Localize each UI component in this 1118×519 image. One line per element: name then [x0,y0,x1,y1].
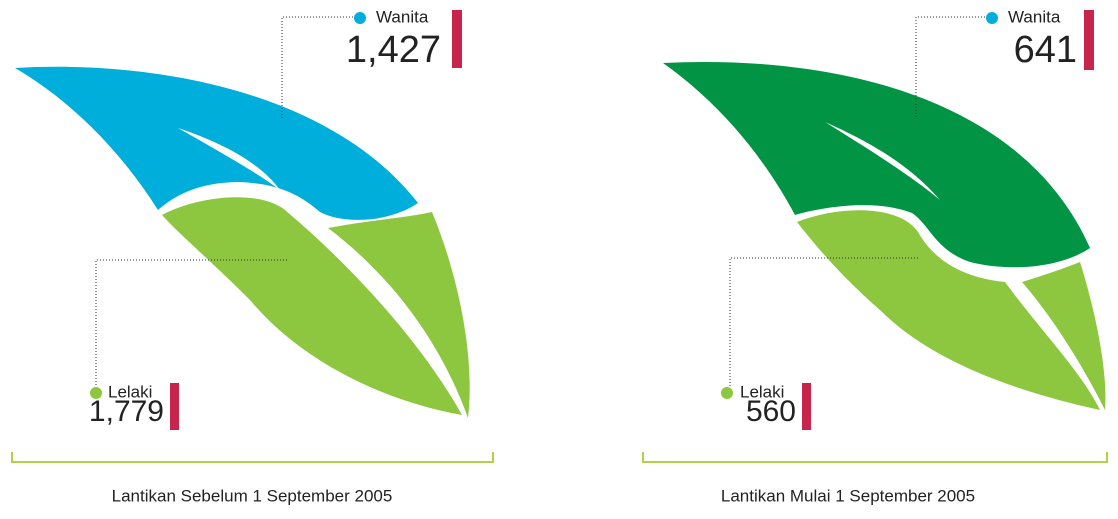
male-label: Lelaki [108,382,152,401]
legend-dot [986,12,998,24]
accent-bar [452,10,462,68]
male-label: Lelaki [740,382,784,401]
panel-after: Wanita 641 Lelaki 560 Lantikan Mulai 1 S… [642,7,1108,505]
leaf-male-edge [328,212,470,418]
female-value: 1,427 [346,29,441,71]
leader-line [915,16,985,117]
legend-dot [90,387,102,399]
bracket [11,452,494,463]
bracket [642,452,1108,463]
accent-bar [170,383,179,430]
leader-line [95,259,287,386]
caption: Lantikan Mulai 1 September 2005 [721,486,975,505]
panel-before: Wanita 1,427 Lelaki 1,779 Lantikan Sebel… [11,7,494,505]
female-value: 641 [1014,29,1077,71]
male-value: 1,779 [89,395,164,428]
male-value: 560 [746,395,796,428]
female-label: Wanita [376,7,429,26]
caption: Lantikan Sebelum 1 September 2005 [112,486,393,505]
leaf-male [797,210,1100,410]
female-label: Wanita [1008,7,1061,26]
accent-bar [1084,10,1094,70]
leaf-male [162,197,462,415]
leaf-male-edge [1022,262,1106,410]
legend-dot [721,387,733,399]
accent-bar [802,383,811,430]
leaf-female [663,61,1090,268]
leader-line [281,16,355,118]
leader-line [729,257,918,386]
legend-dot [354,12,366,24]
